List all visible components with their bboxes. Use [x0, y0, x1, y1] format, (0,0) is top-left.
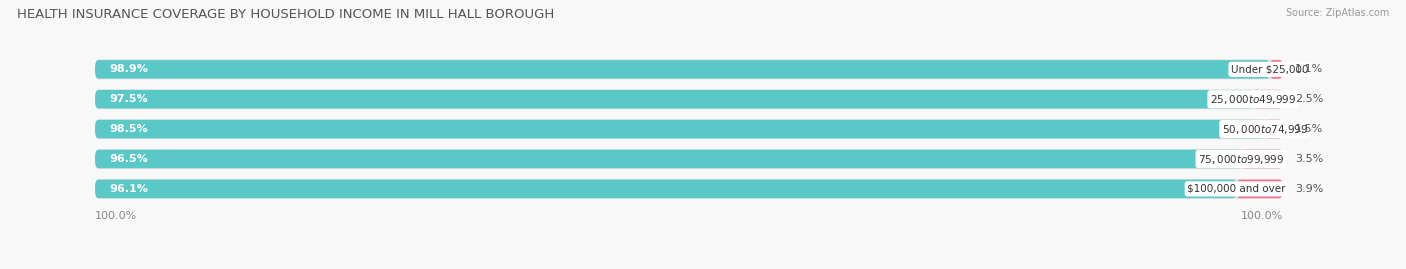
Text: 98.9%: 98.9% [110, 64, 148, 74]
FancyBboxPatch shape [96, 149, 1282, 169]
FancyBboxPatch shape [1253, 90, 1282, 108]
Text: 3.9%: 3.9% [1295, 184, 1323, 194]
Text: $100,000 and over: $100,000 and over [1187, 184, 1285, 194]
FancyBboxPatch shape [96, 180, 1236, 198]
FancyBboxPatch shape [96, 150, 1241, 168]
Text: HEALTH INSURANCE COVERAGE BY HOUSEHOLD INCOME IN MILL HALL BOROUGH: HEALTH INSURANCE COVERAGE BY HOUSEHOLD I… [17, 8, 554, 21]
Text: 100.0%: 100.0% [96, 211, 138, 221]
Text: 96.5%: 96.5% [110, 154, 148, 164]
FancyBboxPatch shape [96, 59, 1282, 79]
Text: $25,000 to $49,999: $25,000 to $49,999 [1211, 93, 1296, 106]
Text: 3.5%: 3.5% [1295, 154, 1323, 164]
Text: 100.0%: 100.0% [1240, 211, 1282, 221]
FancyBboxPatch shape [1270, 60, 1282, 79]
FancyBboxPatch shape [1241, 150, 1282, 168]
FancyBboxPatch shape [96, 119, 1282, 139]
Text: Under $25,000: Under $25,000 [1232, 64, 1309, 74]
Text: 2.5%: 2.5% [1295, 94, 1323, 104]
FancyBboxPatch shape [96, 179, 1282, 199]
Text: 1.5%: 1.5% [1295, 124, 1323, 134]
Text: $50,000 to $74,999: $50,000 to $74,999 [1222, 123, 1308, 136]
FancyBboxPatch shape [96, 60, 1270, 79]
Text: 96.1%: 96.1% [110, 184, 148, 194]
Text: $75,000 to $99,999: $75,000 to $99,999 [1198, 153, 1285, 165]
Text: 98.5%: 98.5% [110, 124, 148, 134]
FancyBboxPatch shape [1265, 120, 1282, 138]
FancyBboxPatch shape [1236, 180, 1282, 198]
FancyBboxPatch shape [96, 89, 1282, 109]
Text: 1.1%: 1.1% [1295, 64, 1323, 74]
FancyBboxPatch shape [96, 90, 1253, 108]
FancyBboxPatch shape [96, 120, 1265, 138]
Text: Source: ZipAtlas.com: Source: ZipAtlas.com [1285, 8, 1389, 18]
Text: 97.5%: 97.5% [110, 94, 148, 104]
